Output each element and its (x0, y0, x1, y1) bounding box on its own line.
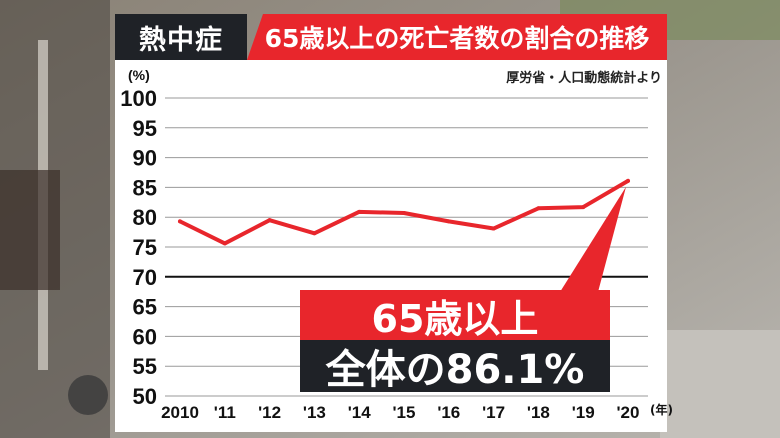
y-tick-label: 65 (133, 295, 157, 320)
data-point (581, 205, 586, 210)
x-tick-label: '17 (482, 403, 505, 422)
title-tag: 熱中症 (115, 14, 247, 60)
x-tick-label: 2010 (161, 403, 199, 422)
y-tick-label: 60 (133, 324, 157, 349)
y-tick-label: 85 (133, 175, 157, 200)
y-tick-label: 100 (120, 86, 157, 111)
x-tick-label: '16 (437, 403, 460, 422)
x-tick-label: '11 (214, 403, 236, 422)
y-tick-label: 55 (133, 354, 157, 379)
source-note: 厚労省・人口動態統計より (506, 71, 662, 86)
callout-share-label: 全体の86.1% (300, 340, 610, 393)
data-point (446, 219, 451, 224)
y-tick-label: 95 (133, 116, 157, 141)
x-tick-label: '19 (572, 403, 595, 422)
x-tick-label: '14 (348, 403, 371, 422)
y-tick-label: 90 (133, 146, 157, 171)
x-tick-label: '13 (303, 403, 326, 422)
chart-title: 65歳以上の死亡者数の割合の推移 (247, 14, 667, 60)
data-point (536, 206, 541, 211)
callout-age-label: 65歳以上 (300, 290, 610, 341)
x-unit-label: (年) (650, 402, 673, 417)
data-point (178, 219, 182, 224)
x-tick-label: '20 (617, 403, 640, 422)
y-tick-label: 70 (133, 265, 157, 290)
data-point (626, 178, 630, 183)
data-point (402, 211, 406, 216)
data-point (267, 218, 272, 223)
x-tick-label: '15 (393, 403, 416, 422)
data-point (222, 241, 227, 246)
y-tick-label: 50 (133, 384, 157, 409)
y-unit-label: (%) (128, 67, 150, 83)
y-tick-label: 75 (133, 235, 157, 260)
y-tick-label: 80 (133, 205, 157, 230)
data-point (312, 231, 317, 236)
x-tick-label: '12 (258, 403, 281, 422)
callout-pointer (560, 186, 626, 292)
x-tick-label: '18 (527, 403, 550, 422)
data-point (491, 226, 496, 231)
data-point (357, 209, 362, 214)
